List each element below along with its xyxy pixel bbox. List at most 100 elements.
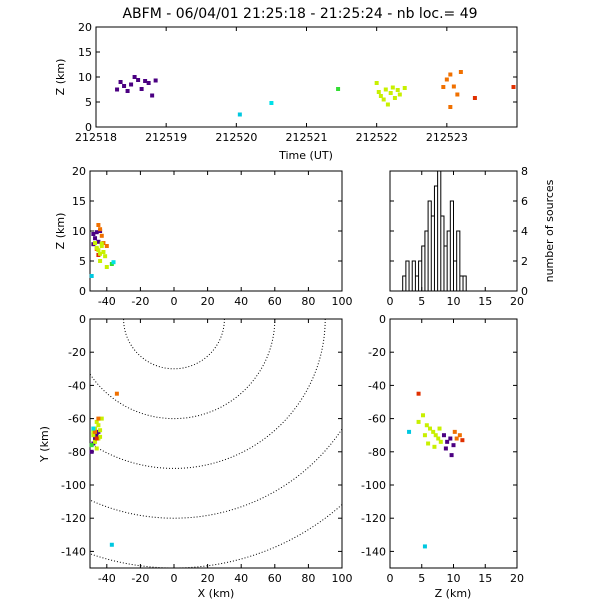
source-point (93, 429, 98, 434)
y-tick-label: 15 (78, 46, 92, 59)
source-point (98, 259, 103, 263)
source-point (422, 544, 427, 549)
source-point (94, 245, 99, 250)
source-point (150, 93, 155, 98)
source-point (101, 250, 106, 254)
x-tick-label: 40 (234, 572, 248, 585)
x-tick-label: 20 (510, 572, 524, 585)
y-tick-label: 10 (72, 225, 86, 238)
source-point (89, 274, 94, 278)
source-point (437, 426, 442, 431)
y-tick-label: -140 (61, 545, 86, 558)
time-z-panel: 212518 212519 212520 212521 212522 212523 0 5 10… (54, 21, 518, 162)
x-tick-label: 20 (510, 295, 524, 308)
x-tick-label: -20 (131, 572, 149, 585)
x-tick-label: 5 (418, 295, 425, 308)
x-tick-label: -40 (98, 295, 116, 308)
y-tick-label: 0 (79, 285, 86, 298)
x-tick-label: 0 (171, 572, 178, 585)
y-tick-label: -60 (368, 413, 386, 426)
x-y-ylabel: Y (km) (38, 426, 51, 463)
x-y-xlabel: X (km) (198, 587, 235, 600)
source-point (98, 251, 103, 256)
source-point (104, 265, 109, 269)
source-point (451, 443, 456, 448)
source-point (448, 72, 453, 77)
x-tick-label: 0 (387, 295, 394, 308)
y-tick-label: -20 (68, 346, 86, 359)
source-point (118, 80, 123, 84)
y-tick-label: 20 (72, 165, 86, 178)
source-point (146, 81, 151, 85)
source-point (407, 429, 412, 434)
source-point (132, 75, 137, 79)
source-point (99, 241, 104, 246)
source-point (96, 416, 101, 421)
source-point (136, 78, 141, 82)
source-point (432, 444, 437, 449)
source-point (424, 423, 429, 428)
y-tick-label: 5 (85, 96, 92, 109)
source-point (460, 438, 465, 443)
source-point (416, 419, 421, 424)
source-point (98, 428, 103, 433)
source-point (472, 96, 477, 100)
x-tick-label: 80 (301, 572, 315, 585)
x-tick-label: 212519 (145, 131, 187, 144)
source-point (397, 92, 402, 97)
x-tick-label: 10 (447, 295, 461, 308)
source-point (93, 439, 98, 444)
x-z-ylabel: Z (km) (54, 213, 67, 250)
source-point (111, 260, 116, 265)
y-tick-label: 0 (521, 285, 528, 298)
source-point (444, 77, 449, 82)
y-tick-label: 4 (521, 225, 528, 238)
source-point (93, 236, 98, 241)
source-point (438, 439, 443, 444)
y-tick-label: -120 (361, 512, 386, 525)
source-point (91, 433, 96, 438)
x-tick-label: 15 (478, 295, 492, 308)
source-point (115, 87, 120, 92)
y-tick-label: -100 (61, 479, 86, 492)
source-point (122, 84, 127, 88)
source-point (96, 239, 101, 244)
y-tick-label: 6 (521, 195, 528, 208)
y-tick-label: 8 (521, 165, 528, 178)
source-point (94, 446, 99, 451)
x-tick-label: -20 (131, 295, 149, 308)
x-z-panel: -40 -20 0 20 40 60 80 100 0 5 10 15 20 Z (km) (54, 165, 353, 308)
source-point (416, 391, 421, 396)
source-point (436, 436, 441, 441)
source-point (378, 94, 383, 98)
y-tick-label: -40 (68, 379, 86, 392)
source-point (441, 433, 446, 438)
figure-title: ABFM - 06/04/01 21:25:18 - 21:25:24 - nb… (122, 6, 477, 22)
source-point (455, 92, 460, 97)
source-point (109, 542, 114, 547)
source-point (374, 81, 379, 85)
y-tick-label: 0 (79, 313, 86, 326)
x-tick-label: -40 (98, 572, 116, 585)
source-point (449, 453, 454, 458)
y-tick-label: -40 (368, 379, 386, 392)
y-tick-label: -20 (368, 346, 386, 359)
histogram-ylabel: number of sources (543, 179, 556, 282)
x-tick-label: 212522 (356, 131, 398, 144)
source-point (431, 429, 436, 434)
source-point (426, 441, 431, 446)
source-point (441, 85, 446, 89)
source-point (388, 91, 393, 95)
source-point (93, 241, 98, 245)
source-point (96, 223, 101, 227)
x-tick-label: 0 (387, 572, 394, 585)
source-point (385, 102, 390, 107)
y-tick-label: -80 (368, 446, 386, 459)
source-point (269, 101, 274, 105)
x-tick-label: 80 (301, 295, 315, 308)
x-tick-label: 212521 (286, 131, 328, 144)
x-tick-label: 60 (268, 572, 282, 585)
source-point (422, 433, 427, 438)
source-point (402, 86, 407, 90)
